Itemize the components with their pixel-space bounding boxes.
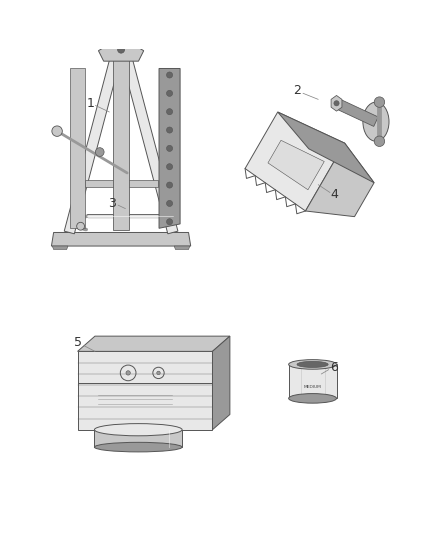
Polygon shape [78, 351, 212, 430]
Text: MEDIUM: MEDIUM [304, 385, 321, 389]
Circle shape [95, 148, 104, 156]
Polygon shape [95, 430, 182, 447]
Circle shape [334, 101, 339, 106]
Text: 2: 2 [293, 84, 301, 96]
Circle shape [166, 219, 173, 225]
Circle shape [166, 164, 173, 170]
Text: 5: 5 [74, 336, 81, 349]
Polygon shape [278, 112, 374, 183]
Polygon shape [70, 68, 85, 228]
Polygon shape [159, 68, 180, 228]
Circle shape [166, 127, 173, 133]
Polygon shape [85, 180, 158, 187]
Ellipse shape [95, 442, 182, 452]
Ellipse shape [95, 424, 182, 436]
Polygon shape [245, 112, 345, 211]
Ellipse shape [363, 102, 389, 141]
Polygon shape [289, 365, 336, 398]
Polygon shape [268, 140, 324, 190]
Polygon shape [306, 143, 374, 216]
Text: 3: 3 [109, 197, 117, 210]
Circle shape [52, 126, 62, 136]
Polygon shape [99, 42, 144, 61]
Circle shape [126, 371, 131, 375]
Text: 1: 1 [87, 97, 95, 110]
Circle shape [166, 200, 173, 206]
Ellipse shape [289, 360, 336, 369]
Polygon shape [331, 95, 342, 111]
Circle shape [157, 371, 160, 375]
Text: 4: 4 [330, 188, 338, 201]
Circle shape [166, 109, 173, 115]
Text: 6: 6 [330, 361, 338, 374]
Polygon shape [334, 99, 378, 126]
Circle shape [374, 136, 385, 147]
Polygon shape [52, 246, 68, 249]
Circle shape [166, 72, 173, 78]
Circle shape [374, 97, 385, 107]
Polygon shape [121, 53, 178, 234]
Polygon shape [113, 58, 129, 230]
Polygon shape [212, 336, 230, 430]
Polygon shape [174, 246, 190, 249]
Ellipse shape [297, 361, 328, 367]
Circle shape [166, 90, 173, 96]
Polygon shape [64, 53, 121, 234]
Ellipse shape [289, 393, 336, 403]
Circle shape [117, 46, 124, 53]
Circle shape [77, 222, 85, 230]
Circle shape [166, 182, 173, 188]
Polygon shape [78, 336, 230, 351]
Circle shape [166, 146, 173, 151]
Polygon shape [51, 232, 191, 246]
